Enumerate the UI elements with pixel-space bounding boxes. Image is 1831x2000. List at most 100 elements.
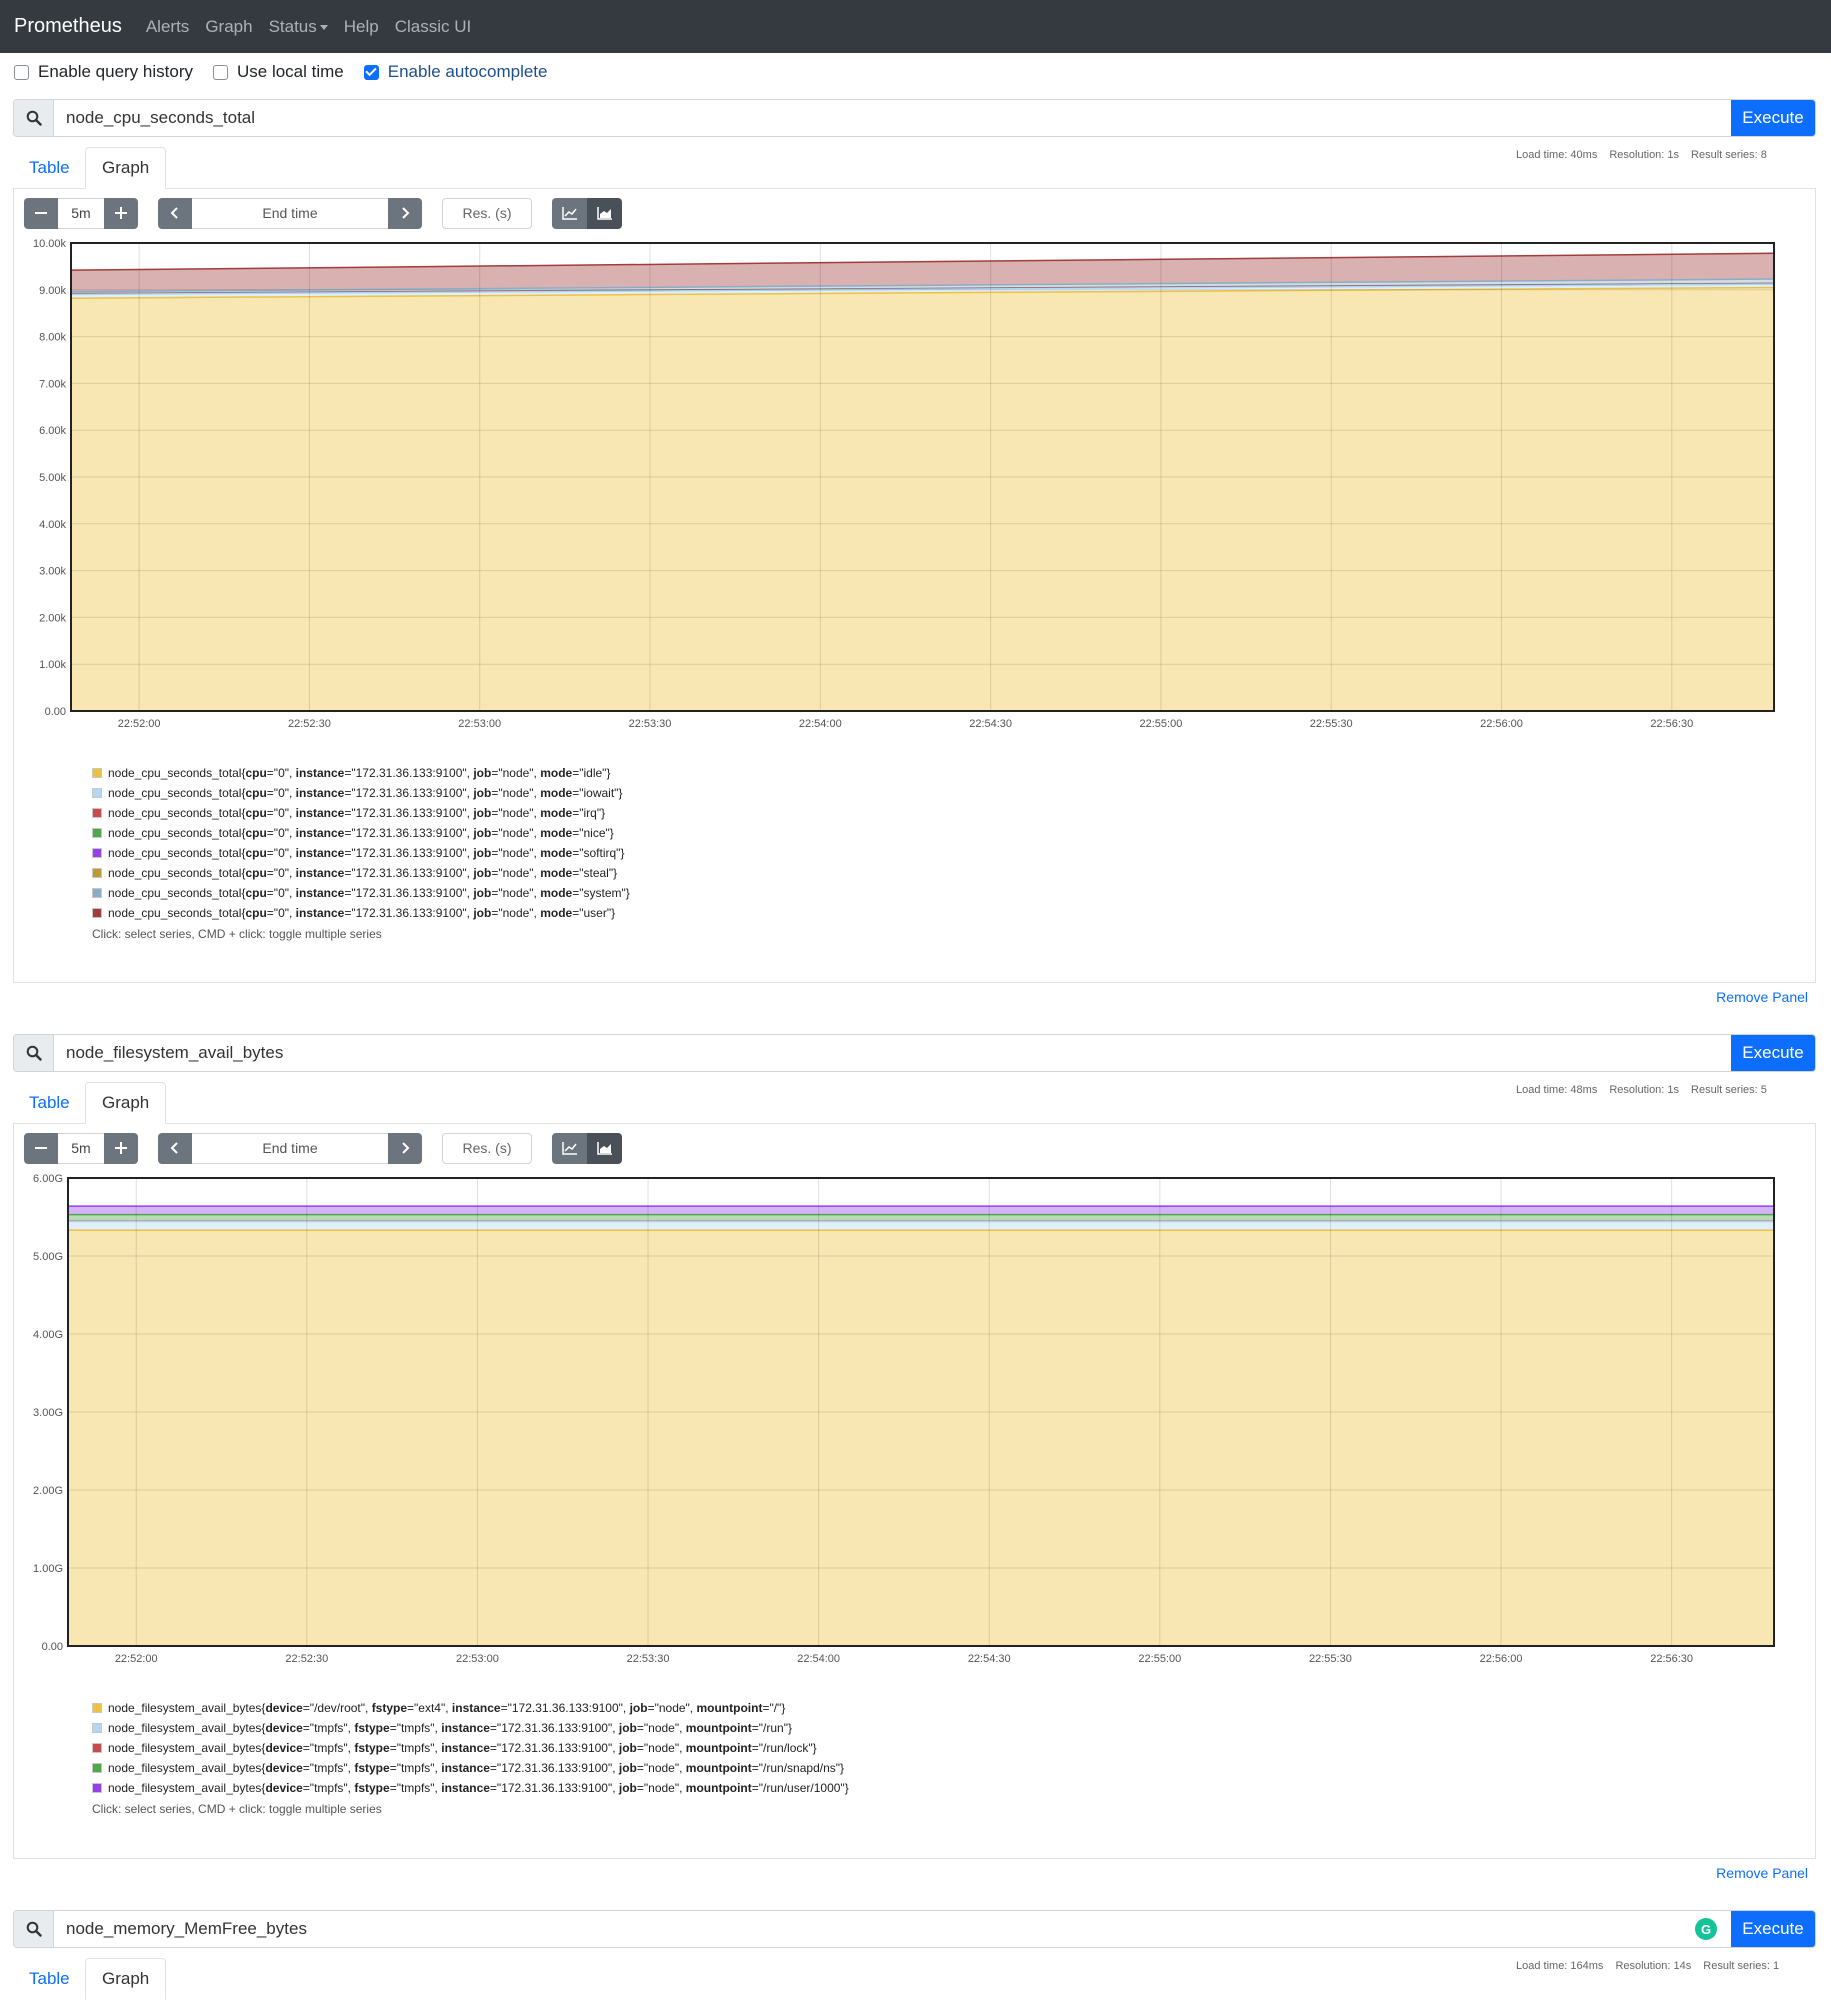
legend-label: node_filesystem_avail_bytes{device="/dev… bbox=[108, 1701, 785, 1715]
series-area[interactable] bbox=[71, 287, 1774, 711]
x-tick-label: 22:55:30 bbox=[1309, 1653, 1352, 1665]
y-tick-label: 4.00k bbox=[39, 519, 66, 531]
top-navbar: Prometheus Alerts Graph Status Help Clas… bbox=[0, 0, 1831, 53]
option-local-time[interactable]: Use local time bbox=[213, 62, 344, 82]
x-tick-label: 22:53:30 bbox=[627, 1653, 670, 1665]
x-tick-label: 22:55:30 bbox=[1310, 718, 1353, 730]
legend-label: node_filesystem_avail_bytes{device="tmpf… bbox=[108, 1741, 817, 1755]
chevron-left-icon bbox=[170, 206, 180, 220]
legend-item[interactable]: node_cpu_seconds_total{cpu="0", instance… bbox=[92, 803, 1815, 823]
resolution: Resolution: 1s bbox=[1609, 1084, 1679, 1096]
remove-panel-link[interactable]: Remove Panel bbox=[1716, 1865, 1808, 1881]
local-time-checkbox[interactable] bbox=[213, 65, 228, 80]
decrease-range-button[interactable] bbox=[24, 1133, 58, 1164]
increase-range-button[interactable] bbox=[104, 1133, 138, 1164]
series-area[interactable] bbox=[68, 1230, 1774, 1646]
legend-swatch bbox=[92, 1723, 102, 1733]
execute-button[interactable]: Execute bbox=[1731, 1035, 1815, 1071]
end-time-back-button[interactable] bbox=[158, 198, 192, 229]
legend-hint: Click: select series, CMD + click: toggl… bbox=[14, 1802, 1815, 1816]
legend-item[interactable]: node_filesystem_avail_bytes{device="tmpf… bbox=[92, 1758, 1815, 1778]
y-tick-label: 8.00k bbox=[39, 332, 66, 344]
y-tick-label: 6.00k bbox=[39, 425, 66, 437]
end-time-input[interactable]: End time bbox=[192, 1133, 388, 1164]
stacked-button[interactable] bbox=[587, 1133, 622, 1164]
x-tick-label: 22:52:30 bbox=[285, 1653, 328, 1665]
series-area[interactable] bbox=[68, 1215, 1774, 1222]
legend-item[interactable]: node_cpu_seconds_total{cpu="0", instance… bbox=[92, 783, 1815, 803]
autocomplete-checkbox[interactable] bbox=[364, 65, 379, 80]
unstacked-button[interactable] bbox=[552, 198, 587, 229]
legend-label: node_cpu_seconds_total{cpu="0", instance… bbox=[108, 766, 610, 780]
expression-text: node_memory_MemFree_bytes bbox=[66, 1919, 307, 1939]
stacked-button[interactable] bbox=[587, 198, 622, 229]
series-area[interactable] bbox=[68, 1222, 1774, 1231]
range-input[interactable]: 5m bbox=[58, 1133, 104, 1164]
legend-item[interactable]: node_filesystem_avail_bytes{device="tmpf… bbox=[92, 1778, 1815, 1798]
x-tick-label: 22:56:00 bbox=[1480, 718, 1523, 730]
unstacked-button[interactable] bbox=[552, 1133, 587, 1164]
nav-graph[interactable]: Graph bbox=[205, 17, 252, 37]
expression-input[interactable]: node_memory_MemFree_bytes G bbox=[54, 1911, 1731, 1947]
nav-classic-ui[interactable]: Classic UI bbox=[395, 17, 472, 37]
option-query-history[interactable]: Enable query history bbox=[14, 62, 193, 82]
nav-status[interactable]: Status bbox=[269, 17, 328, 37]
option-autocomplete[interactable]: Enable autocomplete bbox=[364, 62, 548, 82]
x-tick-label: 22:54:30 bbox=[969, 718, 1012, 730]
area-chart-icon bbox=[597, 206, 613, 220]
x-tick-label: 22:55:00 bbox=[1138, 1653, 1181, 1665]
result-series: Result series: 1 bbox=[1703, 1960, 1779, 1972]
brand-logo[interactable]: Prometheus bbox=[14, 15, 122, 38]
end-time-forward-button[interactable] bbox=[388, 198, 422, 229]
x-tick-label: 22:52:30 bbox=[288, 718, 331, 730]
filesystem-graph[interactable]: 0.001.00G2.00G3.00G4.00G5.00G6.00G22:52:… bbox=[14, 1172, 1815, 1692]
graph-legend: node_filesystem_avail_bytes{device="/dev… bbox=[14, 1698, 1815, 1798]
legend-item[interactable]: node_cpu_seconds_total{cpu="0", instance… bbox=[92, 843, 1815, 863]
resolution: Resolution: 14s bbox=[1615, 1960, 1691, 1972]
tab-graph[interactable]: Graph bbox=[85, 147, 166, 189]
legend-item[interactable]: node_filesystem_avail_bytes{device="tmpf… bbox=[92, 1718, 1815, 1738]
legend-item[interactable]: node_cpu_seconds_total{cpu="0", instance… bbox=[92, 863, 1815, 883]
graph-controls: 5m End time Res. (s) bbox=[14, 1124, 1815, 1172]
nav-status-label: Status bbox=[269, 17, 317, 36]
search-icon bbox=[14, 100, 54, 136]
query-history-checkbox[interactable] bbox=[14, 65, 29, 80]
tab-table[interactable]: Table bbox=[13, 1082, 86, 1124]
legend-item[interactable]: node_cpu_seconds_total{cpu="0", instance… bbox=[92, 903, 1815, 923]
end-time-back-button[interactable] bbox=[158, 1133, 192, 1164]
cpu-graph[interactable]: 0.001.00k2.00k3.00k4.00k5.00k6.00k7.00k8… bbox=[14, 237, 1815, 757]
series-area[interactable] bbox=[68, 1206, 1774, 1215]
x-tick-label: 22:55:00 bbox=[1140, 718, 1183, 730]
range-input[interactable]: 5m bbox=[58, 198, 104, 229]
legend-item[interactable]: node_cpu_seconds_total{cpu="0", instance… bbox=[92, 823, 1815, 843]
legend-item[interactable]: node_filesystem_avail_bytes{device="/dev… bbox=[92, 1698, 1815, 1718]
legend-label: node_filesystem_avail_bytes{device="tmpf… bbox=[108, 1781, 849, 1795]
legend-item[interactable]: node_cpu_seconds_total{cpu="0", instance… bbox=[92, 883, 1815, 903]
tab-graph[interactable]: Graph bbox=[85, 1082, 166, 1124]
query-row: node_filesystem_avail_bytes Execute bbox=[13, 1034, 1816, 1072]
legend-item[interactable]: node_filesystem_avail_bytes{device="tmpf… bbox=[92, 1738, 1815, 1758]
resolution-input[interactable]: Res. (s) bbox=[442, 198, 532, 229]
increase-range-button[interactable] bbox=[104, 198, 138, 229]
decrease-range-button[interactable] bbox=[24, 198, 58, 229]
x-tick-label: 22:56:30 bbox=[1650, 718, 1693, 730]
autocomplete-label: Enable autocomplete bbox=[388, 62, 548, 82]
remove-panel-link[interactable]: Remove Panel bbox=[1716, 989, 1808, 1005]
end-time-forward-button[interactable] bbox=[388, 1133, 422, 1164]
nav-alerts[interactable]: Alerts bbox=[146, 17, 189, 37]
nav-help[interactable]: Help bbox=[344, 17, 379, 37]
y-tick-label: 1.00G bbox=[33, 1563, 63, 1575]
graph-controls: 5m End time Res. (s) bbox=[14, 189, 1815, 237]
end-time-input[interactable]: End time bbox=[192, 198, 388, 229]
legend-item[interactable]: node_cpu_seconds_total{cpu="0", instance… bbox=[92, 763, 1815, 783]
expression-input[interactable]: node_cpu_seconds_total bbox=[54, 100, 1731, 136]
grammarly-icon[interactable]: G bbox=[1695, 1918, 1717, 1940]
resolution-input[interactable]: Res. (s) bbox=[442, 1133, 532, 1164]
y-tick-label: 3.00G bbox=[33, 1407, 63, 1419]
x-tick-label: 22:56:00 bbox=[1480, 1653, 1523, 1665]
execute-button[interactable]: Execute bbox=[1731, 1911, 1815, 1947]
expression-input[interactable]: node_filesystem_avail_bytes bbox=[54, 1035, 1731, 1071]
execute-button[interactable]: Execute bbox=[1731, 100, 1815, 136]
tab-table[interactable]: Table bbox=[13, 147, 86, 189]
